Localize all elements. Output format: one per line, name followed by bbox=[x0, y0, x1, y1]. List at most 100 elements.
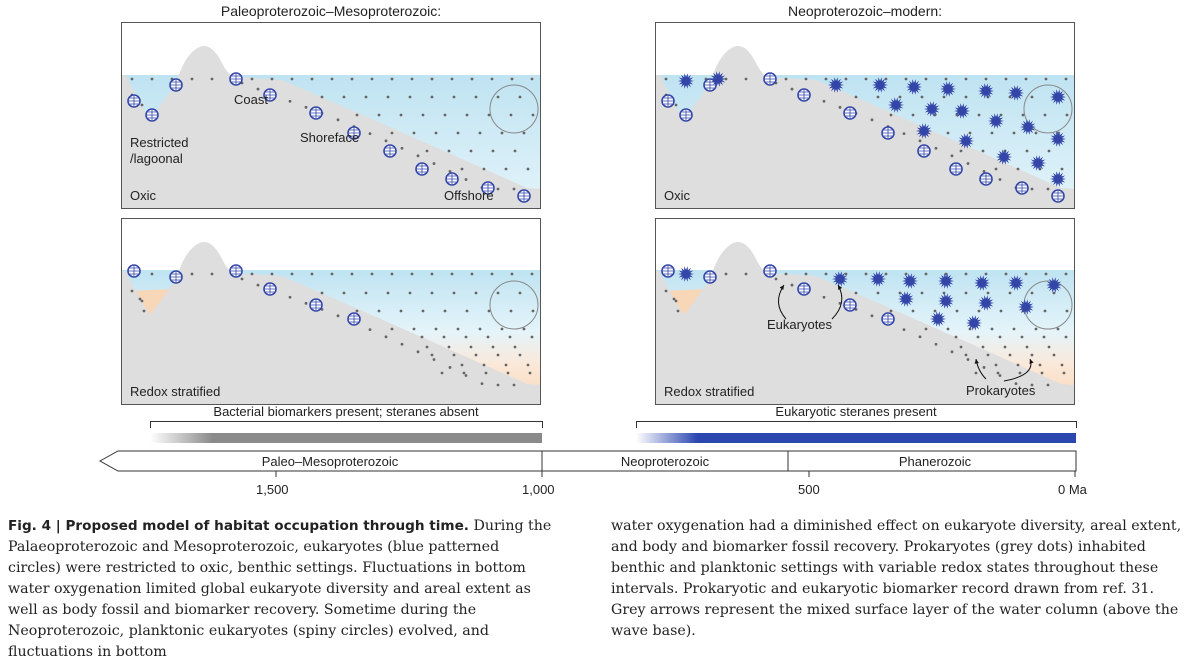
prokaryote-dot bbox=[130, 77, 134, 81]
prokaryote-dot bbox=[1056, 327, 1060, 331]
prokaryote-dot bbox=[330, 272, 334, 276]
prokaryote-dot bbox=[240, 277, 244, 281]
tick-label-0: 0 Ma bbox=[1058, 482, 1087, 497]
seafloor-land bbox=[656, 46, 1074, 208]
prokaryote-dot bbox=[464, 178, 468, 181]
prokaryote-dot bbox=[920, 95, 924, 99]
prokaryote-dot bbox=[1012, 131, 1016, 135]
prokaryote-dot bbox=[336, 314, 340, 318]
eukaryote-benthic bbox=[949, 162, 963, 176]
timeline-segment-paleo-meso: Paleo–Mesoproterozoic bbox=[261, 454, 399, 469]
pointer-arrow bbox=[831, 284, 843, 320]
prokaryote-dot bbox=[950, 350, 954, 354]
prokaryote-dot bbox=[469, 149, 473, 153]
condition-label: Redox stratified bbox=[130, 384, 221, 399]
prokaryote-dot bbox=[425, 345, 429, 349]
prokaryote-dot bbox=[522, 327, 526, 331]
prokaryote-dot bbox=[976, 335, 980, 339]
prokaryote-dot bbox=[1025, 345, 1029, 349]
prokaryote-dot bbox=[1034, 327, 1038, 331]
prokaryote-dot bbox=[310, 77, 314, 81]
eukaryote-planktonic bbox=[832, 271, 848, 287]
prokaryote-dot bbox=[390, 77, 394, 81]
eukaryote-benthic bbox=[169, 270, 183, 284]
prokaryote-dot bbox=[530, 272, 534, 276]
eukaryote-planktonic bbox=[678, 266, 694, 282]
prokaryote-dot bbox=[456, 327, 460, 331]
prokaryote-dot bbox=[490, 272, 494, 276]
prokaryote-dot bbox=[898, 95, 902, 99]
eukaryote-benthic bbox=[1015, 181, 1029, 195]
prokaryote-dot bbox=[142, 309, 146, 313]
prokaryote-dot bbox=[966, 162, 970, 165]
prokaryote-dot bbox=[496, 383, 500, 387]
prokaryote-dot bbox=[920, 291, 924, 295]
prokaryote-dot bbox=[824, 272, 828, 276]
prokaryote-dot bbox=[959, 345, 963, 349]
restricted-lagoonal-label: Restricted /lagoonal bbox=[130, 135, 189, 166]
prokaryote-dot bbox=[942, 291, 946, 295]
caption-left-column: Fig. 4 | Proposed model of habitat occup… bbox=[8, 516, 553, 663]
prokaryote-dot bbox=[994, 167, 998, 171]
prokaryote-dot bbox=[1044, 77, 1048, 81]
prokaryote-dot bbox=[270, 272, 274, 276]
prokaryote-dot bbox=[1021, 113, 1025, 117]
prokaryote-dot bbox=[964, 272, 968, 276]
eukaryote-benthic bbox=[169, 78, 183, 92]
eukaryote-planktonic bbox=[978, 295, 994, 311]
prokaryote-dot bbox=[355, 113, 359, 117]
eukaryote-planktonic bbox=[996, 149, 1012, 165]
eukaryote-benthic bbox=[679, 108, 693, 122]
eukaryote-planktonic bbox=[974, 275, 990, 291]
prokaryote-dot bbox=[884, 272, 888, 276]
prokaryote-dot bbox=[384, 139, 388, 143]
prokaryote-dot bbox=[509, 309, 513, 313]
bacterial-biomarker-bracket bbox=[150, 421, 543, 428]
right-period-title: Neoproterozoic–modern: bbox=[787, 3, 943, 19]
prokaryote-dot bbox=[977, 113, 981, 117]
prokaryote-dot bbox=[1034, 131, 1038, 135]
prokaryote-dot bbox=[1065, 113, 1069, 117]
prokaryote-dot bbox=[1008, 353, 1012, 357]
prokaryote-dot bbox=[854, 95, 858, 99]
prokaryote-dot bbox=[368, 132, 372, 135]
prokaryote-dot bbox=[1008, 291, 1012, 295]
prokaryote-dot bbox=[425, 149, 429, 153]
prokaryote-dot bbox=[256, 87, 260, 91]
prokaryote-dot bbox=[530, 77, 534, 81]
prokaryote-dot bbox=[1038, 363, 1042, 367]
prokaryote-dot bbox=[364, 95, 368, 99]
seafloor-land bbox=[656, 242, 1074, 404]
prokaryote-dot bbox=[490, 77, 494, 81]
prokaryote-dot bbox=[1024, 272, 1028, 276]
prokaryote-dot bbox=[998, 178, 1002, 181]
prokaryote-dot bbox=[1025, 149, 1029, 153]
eukaryote-benthic bbox=[229, 72, 243, 86]
prokaryote-dot bbox=[410, 272, 414, 276]
prokaryote-dot bbox=[1060, 363, 1064, 367]
prokaryote-dot bbox=[496, 95, 500, 99]
eukaryote-planktonic bbox=[1008, 85, 1024, 101]
prokaryote-dot bbox=[390, 131, 394, 135]
prokaryote-dot bbox=[496, 291, 500, 295]
prokaryote-dot bbox=[1052, 353, 1056, 357]
prokaryote-dot bbox=[140, 299, 144, 303]
prokaryote-dot bbox=[310, 272, 314, 276]
eukaryote-planktonic bbox=[888, 97, 904, 113]
prokaryote-dot bbox=[434, 327, 438, 331]
prokaryote-dot bbox=[676, 309, 680, 313]
prokaryote-dot bbox=[478, 131, 482, 135]
eukaryote-planktonic bbox=[906, 79, 922, 95]
prokaryote-dot bbox=[416, 154, 420, 158]
prokaryote-dot bbox=[350, 77, 354, 81]
panel-neo-redox-drawing bbox=[656, 242, 1074, 404]
panel-neo-oxic-drawing bbox=[656, 46, 1074, 208]
prokaryote-dot bbox=[470, 77, 474, 81]
prokaryote-dot bbox=[964, 95, 968, 99]
seafloor-land bbox=[122, 46, 540, 208]
prokaryote-dot bbox=[504, 363, 508, 367]
prokaryote-dot bbox=[998, 335, 1002, 339]
panel-paleo-redox-drawing bbox=[122, 242, 540, 404]
prokaryote-dot bbox=[250, 272, 254, 276]
prokaryote-dot bbox=[290, 77, 294, 81]
